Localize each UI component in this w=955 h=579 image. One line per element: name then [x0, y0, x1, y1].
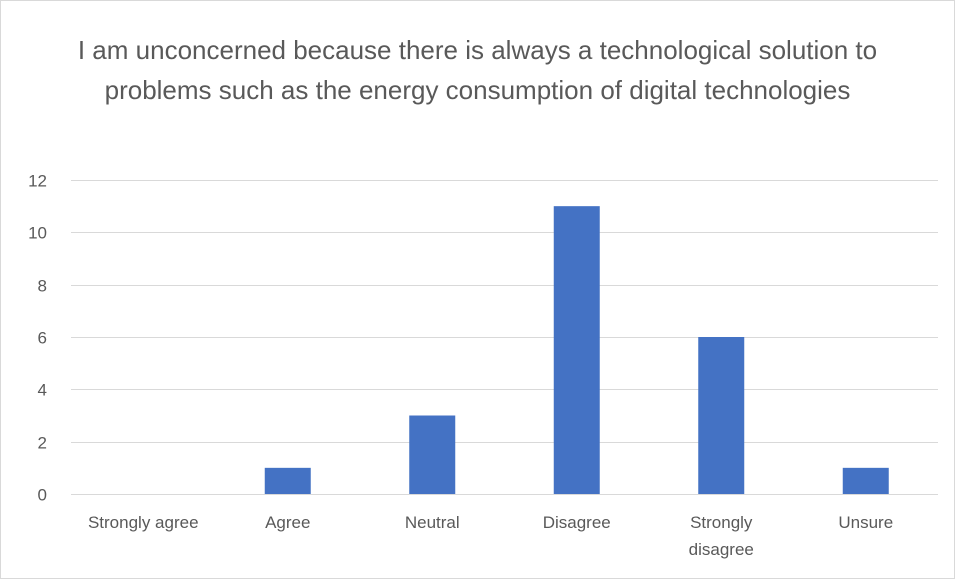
y-tick-label: 8	[38, 277, 47, 296]
y-tick-label: 4	[38, 381, 47, 400]
bar	[698, 337, 745, 494]
bar	[553, 206, 600, 494]
bar	[409, 415, 456, 494]
chart-title: I am unconcerned because there is always…	[77, 35, 878, 105]
y-tick-label: 2	[38, 434, 47, 453]
x-tick-label: Unsure	[838, 513, 893, 532]
x-tick-label: Neutral	[405, 513, 460, 532]
x-tick-label: Agree	[265, 513, 310, 532]
x-tick-label: Strongly agree	[88, 513, 199, 532]
x-tick-label: Strongly	[690, 513, 753, 532]
x-tick-label: disagree	[689, 540, 754, 559]
bar	[842, 467, 889, 494]
y-tick-label: 6	[38, 329, 47, 348]
y-tick-label: 12	[28, 172, 47, 191]
y-tick-label: 10	[28, 224, 47, 243]
bar	[264, 467, 311, 494]
x-tick-label: Disagree	[543, 513, 611, 532]
y-tick-label: 0	[38, 486, 47, 505]
